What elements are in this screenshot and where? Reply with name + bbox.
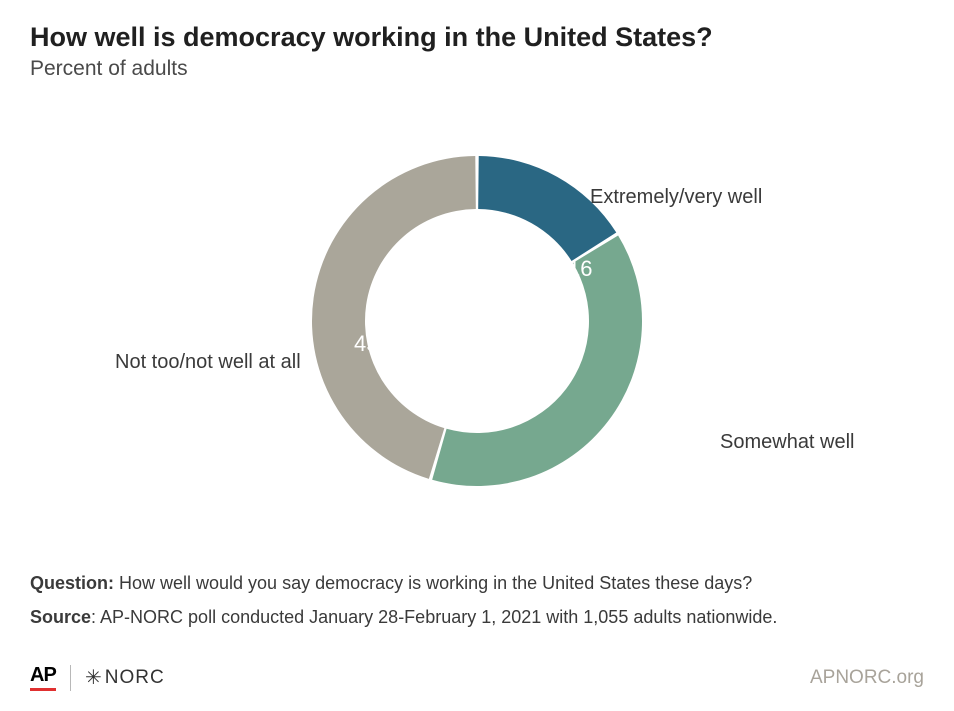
slice-value: 38: [580, 466, 604, 492]
ap-logo: AP: [30, 664, 56, 691]
slice-label: Extremely/very well: [590, 186, 762, 209]
norc-logo-text: NORC: [105, 667, 165, 689]
footer-question: Question: How well would you say democra…: [30, 571, 924, 595]
donut-slice: [432, 235, 642, 486]
norc-logo: ✳ NORC: [85, 667, 165, 689]
question-text: How well would you say democracy is work…: [114, 573, 752, 593]
slice-value: 45: [354, 331, 378, 357]
logo-block: AP ✳ NORC: [30, 664, 165, 691]
asterisk-icon: ✳: [85, 668, 102, 688]
ap-logo-underline: [30, 688, 56, 691]
source-url: APNORC.org: [810, 667, 924, 689]
source-text: : AP-NORC poll conducted January 28-Febr…: [91, 607, 777, 627]
chart-subtitle: Percent of adults: [30, 57, 924, 81]
footer-source: Source: AP-NORC poll conducted January 2…: [30, 605, 924, 629]
ap-logo-text: AP: [30, 664, 56, 687]
chart-title: How well is democracy working in the Uni…: [30, 22, 924, 53]
slice-label: Somewhat well: [720, 431, 855, 454]
slice-value: 16: [568, 256, 592, 282]
chart-area: Extremely/very well 16 Somewhat well 38 Not …: [30, 81, 924, 561]
slice-label: Not too/not well at all: [115, 351, 301, 374]
logo-divider: [70, 665, 71, 691]
question-label: Question:: [30, 573, 114, 593]
source-label: Source: [30, 607, 91, 627]
bottom-row: AP ✳ NORC APNORC.org: [30, 664, 924, 691]
